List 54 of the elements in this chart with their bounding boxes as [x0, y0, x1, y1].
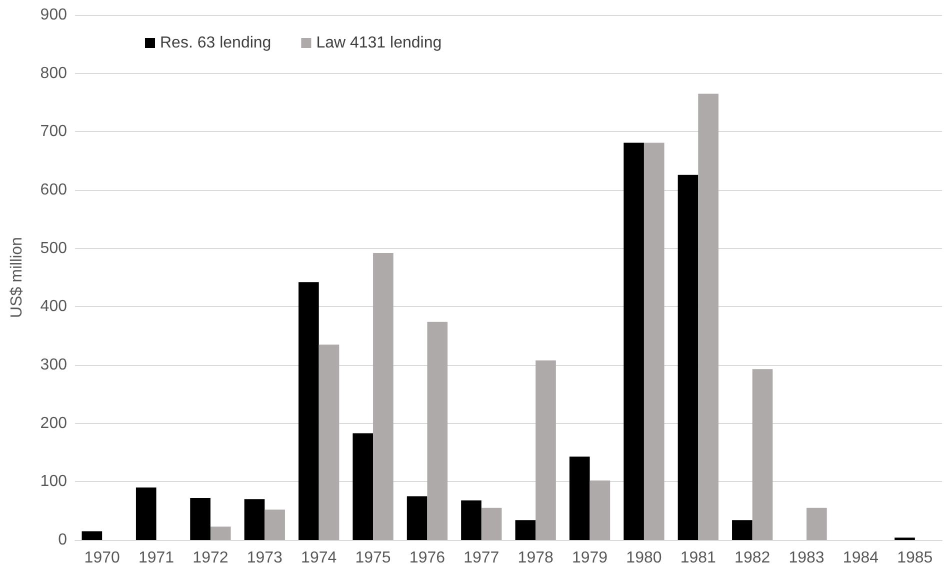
- x-tick-label: 1972: [192, 550, 228, 566]
- y-tick-label: 100: [40, 473, 68, 490]
- bar: [352, 433, 374, 540]
- x-tick-label: 1982: [734, 550, 770, 566]
- x-tick-label: 1970: [84, 550, 120, 566]
- x-tick-label: 1971: [138, 550, 174, 566]
- y-tick-label: 900: [40, 6, 68, 24]
- y-tick-label: 500: [40, 240, 68, 257]
- y-tick-label: 600: [40, 182, 68, 198]
- legend-label: Law 4131 lending: [316, 34, 442, 52]
- x-tick-label: 1985: [897, 550, 933, 566]
- bar: [678, 174, 698, 540]
- y-tick-label: 400: [40, 298, 68, 316]
- y-tick-label: 300: [40, 356, 68, 374]
- x-tick-label: 1983: [788, 550, 824, 566]
- bar: [624, 142, 644, 540]
- bar: [481, 508, 502, 540]
- legend-label: Res. 63 lending: [160, 34, 272, 52]
- bar: [210, 526, 231, 540]
- bar: [373, 253, 394, 540]
- bar: [244, 499, 265, 540]
- bar: [698, 94, 718, 540]
- x-tick-label: 1978: [518, 550, 554, 566]
- bar: [515, 520, 536, 540]
- bar: [644, 142, 664, 540]
- bar: [298, 282, 319, 540]
- x-tick-label: 1976: [409, 550, 446, 566]
- y-tick-label: 700: [40, 123, 68, 140]
- x-tick-label: 1975: [355, 550, 391, 566]
- y-tick-label: 800: [40, 64, 68, 82]
- bar: [318, 344, 340, 540]
- x-tick-label: 1977: [464, 550, 500, 566]
- bar: [136, 488, 156, 540]
- bar: [806, 508, 827, 540]
- bar: [732, 520, 752, 540]
- y-tick-label: 0: [58, 532, 68, 548]
- bar: [569, 456, 590, 540]
- bar: [536, 360, 556, 540]
- x-tick-label: 1974: [301, 550, 337, 566]
- bar: [406, 496, 428, 540]
- bar: [264, 510, 285, 540]
- y-tick-label: 200: [40, 414, 68, 432]
- bar: [190, 498, 210, 540]
- x-tick-label: 1979: [572, 550, 608, 566]
- bar: [590, 480, 610, 540]
- bar: [82, 531, 102, 540]
- x-tick-label: 1980: [626, 550, 662, 566]
- y-axis-title: US$ million: [8, 237, 26, 318]
- bar: [752, 369, 773, 540]
- bar: [427, 322, 448, 540]
- x-tick-label: 1981: [680, 550, 716, 566]
- bar: [461, 500, 482, 540]
- x-tick-label: 1984: [842, 550, 879, 566]
- x-tick-label: 1973: [246, 550, 283, 566]
